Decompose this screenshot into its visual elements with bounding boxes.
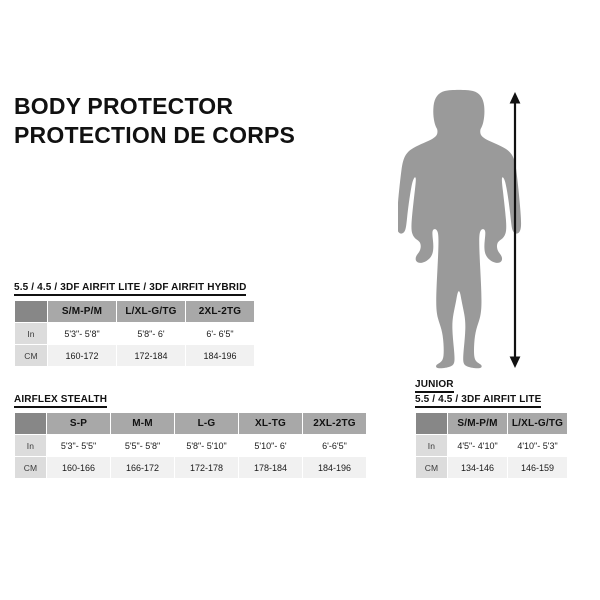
size-table-main-block: 5.5 / 4.5 / 3DF AIRFIT LITE / 3DF AIRFIT… bbox=[14, 282, 255, 367]
table-cell: 184-196 bbox=[185, 344, 255, 367]
column-header: 2XL-2TG bbox=[185, 300, 255, 323]
table-corner-cell bbox=[415, 412, 448, 435]
male-body-silhouette bbox=[398, 89, 522, 369]
table-row: CM 160-172 172-184 184-196 bbox=[14, 344, 255, 367]
size-table-main-title-group: 5.5 / 4.5 / 3DF AIRFIT LITE / 3DF AIRFIT… bbox=[14, 282, 255, 296]
size-table-junior: S/M-P/M L/XL-G/TG In 4'5"- 4'10" 4'10"- … bbox=[415, 412, 568, 479]
size-table-stealth: S-P M-M L-G XL-TG 2XL-2TG In 5'3"- 5'5" … bbox=[14, 412, 367, 479]
table-cell: 184-196 bbox=[302, 456, 367, 479]
column-header: S-P bbox=[46, 412, 111, 435]
table-cell: 6'-6'5" bbox=[302, 434, 367, 457]
table-row: In 5'3"- 5'8" 5'8"- 6' 6'- 6'5" bbox=[14, 322, 255, 345]
table-cell: 5'8"- 5'10" bbox=[174, 434, 239, 457]
page-title-line-2: PROTECTION DE CORPS bbox=[14, 121, 296, 148]
height-measurement-arrow bbox=[509, 92, 521, 368]
row-label: CM bbox=[415, 456, 448, 479]
row-label: In bbox=[14, 322, 48, 345]
column-header: S/M-P/M bbox=[447, 412, 508, 435]
table-cell: 172-184 bbox=[116, 344, 186, 367]
column-header: L-G bbox=[174, 412, 239, 435]
table-header-row: S-P M-M L-G XL-TG 2XL-2TG bbox=[14, 412, 367, 435]
table-cell: 160-166 bbox=[46, 456, 111, 479]
table-header-row: S/M-P/M L/XL-G/TG 2XL-2TG bbox=[14, 300, 255, 323]
table-cell: 5'10"- 6' bbox=[238, 434, 303, 457]
column-header: 2XL-2TG bbox=[302, 412, 367, 435]
table-cell: 146-159 bbox=[507, 456, 568, 479]
table-row: CM 160-166 166-172 172-178 178-184 184-1… bbox=[14, 456, 367, 479]
table-cell: 5'8"- 6' bbox=[116, 322, 186, 345]
page-title-line-1: BODY PROTECTOR bbox=[14, 93, 234, 119]
column-header: L/XL-G/TG bbox=[116, 300, 186, 323]
table-cell: 134-146 bbox=[447, 456, 508, 479]
row-label: CM bbox=[14, 456, 47, 479]
table-cell: 5'5"- 5'8" bbox=[110, 434, 175, 457]
table-row: In 5'3"- 5'5" 5'5"- 5'8" 5'8"- 5'10" 5'1… bbox=[14, 434, 367, 457]
column-header: XL-TG bbox=[238, 412, 303, 435]
table-cell: 4'5"- 4'10" bbox=[447, 434, 508, 457]
table-corner-cell bbox=[14, 412, 47, 435]
column-header: L/XL-G/TG bbox=[507, 412, 568, 435]
table-row: CM 134-146 146-159 bbox=[415, 456, 568, 479]
row-label: CM bbox=[14, 344, 48, 367]
table-cell: 4'10"- 5'3" bbox=[507, 434, 568, 457]
size-table-junior-title-group: JUNIOR 5.5 / 4.5 / 3DF AIRFIT LITE bbox=[415, 379, 568, 408]
table-cell: 5'3"- 5'8" bbox=[47, 322, 117, 345]
size-table-junior-title-primary: JUNIOR bbox=[415, 379, 454, 393]
size-table-main: S/M-P/M L/XL-G/TG 2XL-2TG In 5'3"- 5'8" … bbox=[14, 300, 255, 367]
size-table-junior-block: JUNIOR 5.5 / 4.5 / 3DF AIRFIT LITE S/M-P… bbox=[415, 379, 568, 479]
column-header: M-M bbox=[110, 412, 175, 435]
table-cell: 178-184 bbox=[238, 456, 303, 479]
table-cell: 166-172 bbox=[110, 456, 175, 479]
size-table-stealth-block: AIRFLEX STEALTH S-P M-M L-G XL-TG 2XL-2T… bbox=[14, 394, 367, 479]
table-corner-cell bbox=[14, 300, 48, 323]
column-header: S/M-P/M bbox=[47, 300, 117, 323]
table-cell: 6'- 6'5" bbox=[185, 322, 255, 345]
size-table-main-title: 5.5 / 4.5 / 3DF AIRFIT LITE / 3DF AIRFIT… bbox=[14, 282, 247, 296]
table-header-row: S/M-P/M L/XL-G/TG bbox=[415, 412, 568, 435]
size-table-stealth-title-group: AIRFLEX STEALTH bbox=[14, 394, 367, 408]
table-row: In 4'5"- 4'10" 4'10"- 5'3" bbox=[415, 434, 568, 457]
row-label: In bbox=[415, 434, 448, 457]
page-title: BODY PROTECTOR PROTECTION DE CORPS bbox=[14, 92, 295, 150]
row-label: In bbox=[14, 434, 47, 457]
size-table-stealth-title: AIRFLEX STEALTH bbox=[14, 394, 108, 408]
table-cell: 5'3"- 5'5" bbox=[46, 434, 111, 457]
table-cell: 160-172 bbox=[47, 344, 117, 367]
size-table-junior-title-secondary: 5.5 / 4.5 / 3DF AIRFIT LITE bbox=[415, 394, 542, 408]
body-figure-illustration bbox=[398, 88, 543, 373]
table-cell: 172-178 bbox=[174, 456, 239, 479]
